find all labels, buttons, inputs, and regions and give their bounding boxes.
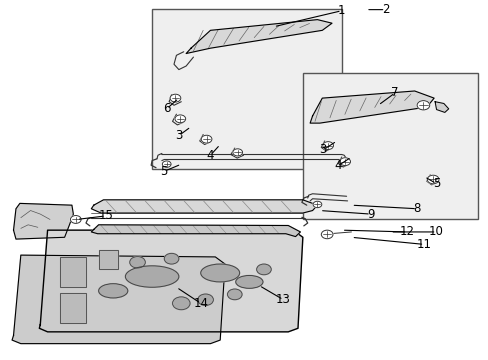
- Bar: [99, 250, 118, 269]
- Circle shape: [427, 175, 438, 184]
- Circle shape: [170, 94, 181, 102]
- Polygon shape: [14, 203, 73, 239]
- Ellipse shape: [125, 266, 179, 287]
- Text: 5: 5: [160, 165, 167, 178]
- Text: 15: 15: [98, 210, 113, 222]
- Polygon shape: [186, 20, 331, 54]
- Circle shape: [312, 201, 321, 208]
- Circle shape: [227, 289, 242, 300]
- Circle shape: [164, 253, 179, 264]
- Circle shape: [416, 101, 429, 110]
- Bar: [302, 73, 477, 220]
- Text: 10: 10: [428, 225, 443, 238]
- Text: 3: 3: [319, 143, 326, 156]
- Circle shape: [339, 158, 350, 166]
- Text: 8: 8: [412, 202, 420, 215]
- Polygon shape: [434, 102, 448, 112]
- Ellipse shape: [201, 264, 239, 282]
- Text: 1: 1: [337, 4, 345, 17]
- Bar: [60, 257, 86, 287]
- Ellipse shape: [235, 275, 263, 288]
- Circle shape: [232, 149, 242, 156]
- Text: 3: 3: [175, 129, 182, 142]
- Bar: [60, 293, 86, 323]
- Circle shape: [70, 216, 81, 223]
- Text: 12: 12: [399, 225, 414, 238]
- Circle shape: [162, 161, 171, 167]
- Bar: [60, 257, 86, 287]
- Ellipse shape: [99, 284, 127, 298]
- Polygon shape: [91, 225, 300, 237]
- Circle shape: [201, 135, 211, 143]
- Circle shape: [321, 230, 332, 239]
- Bar: [99, 250, 118, 269]
- Text: 11: 11: [416, 238, 431, 251]
- Text: 5: 5: [432, 177, 439, 190]
- Text: 9: 9: [366, 208, 374, 221]
- Text: 4: 4: [333, 159, 341, 172]
- Text: 6: 6: [163, 102, 170, 115]
- Polygon shape: [12, 255, 224, 344]
- Text: 2: 2: [381, 3, 388, 16]
- Circle shape: [198, 294, 213, 305]
- Circle shape: [322, 142, 333, 149]
- Bar: [60, 293, 86, 323]
- Polygon shape: [91, 200, 317, 213]
- Polygon shape: [309, 91, 433, 123]
- Polygon shape: [39, 230, 302, 332]
- Text: 14: 14: [193, 297, 208, 310]
- Text: 7: 7: [391, 86, 398, 99]
- Text: 13: 13: [275, 293, 290, 306]
- Circle shape: [129, 257, 145, 268]
- Circle shape: [172, 297, 190, 310]
- Bar: [152, 9, 341, 170]
- Circle shape: [256, 264, 271, 275]
- Circle shape: [175, 115, 185, 123]
- Text: 4: 4: [206, 149, 214, 162]
